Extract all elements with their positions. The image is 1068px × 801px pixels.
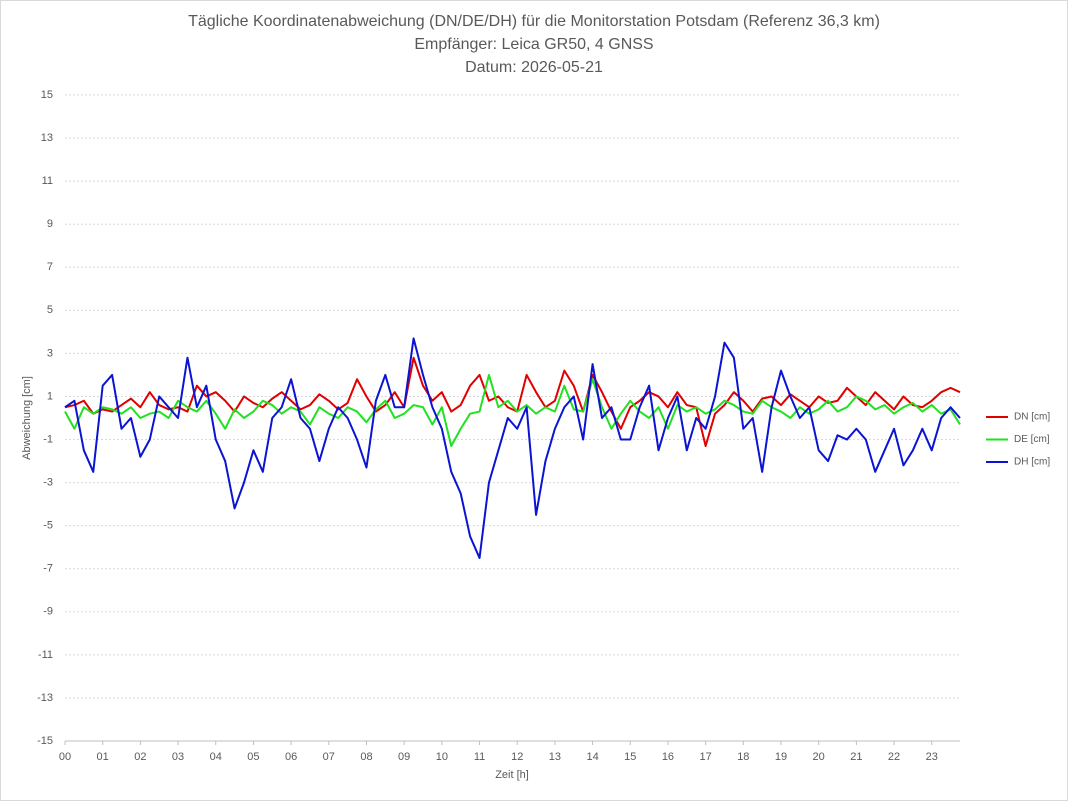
series-line	[64, 337, 961, 559]
x-tick-label: 17	[700, 751, 712, 763]
y-tick-label: -9	[43, 606, 53, 618]
x-tick-label: 00	[59, 751, 71, 763]
x-tick-label: 10	[436, 751, 448, 763]
y-tick-label: 3	[47, 347, 53, 359]
x-tick-label: 18	[737, 751, 749, 763]
y-tick-label: 11	[42, 175, 53, 187]
y-tick-label: 5	[47, 304, 53, 316]
x-tick-label: 02	[134, 751, 146, 763]
x-tick-label: 16	[662, 751, 674, 763]
chart-subtitle: Empfänger: Leica GR50, 4 GNSS	[414, 36, 653, 53]
x-tick-label: 15	[624, 751, 636, 763]
x-tick-label: 08	[360, 751, 372, 763]
x-tick-label: 23	[926, 751, 938, 763]
y-axis-label: Abweichung [cm]	[21, 376, 33, 460]
y-tick-label: 9	[47, 218, 53, 230]
x-tick-label: 09	[398, 751, 410, 763]
x-tick-label: 12	[511, 751, 523, 763]
x-tick-label: 03	[172, 751, 184, 763]
y-tick-label: -15	[37, 735, 53, 747]
x-tick-label: 07	[323, 751, 335, 763]
y-tick-label: -1	[43, 433, 53, 445]
x-tick-label: 14	[586, 751, 598, 763]
x-tick-label: 01	[97, 751, 109, 763]
y-tick-label: -5	[43, 520, 53, 532]
x-tick-label: 04	[210, 751, 222, 763]
x-tick-label: 21	[850, 751, 862, 763]
x-tick-label: 13	[549, 751, 561, 763]
y-tick-label: -7	[43, 563, 53, 575]
y-tick-label: 15	[41, 89, 53, 101]
x-axis-label: Zeit [h]	[495, 769, 529, 781]
x-tick-label: 05	[247, 751, 259, 763]
y-tick-label: 13	[41, 132, 53, 144]
x-tick-label: 19	[775, 751, 787, 763]
y-tick-label: 1	[47, 390, 53, 402]
y-tick-label: -11	[38, 649, 53, 661]
series-line	[64, 356, 961, 447]
y-tick-label: -3	[43, 477, 53, 489]
legend-label: DH [cm]	[1014, 457, 1050, 468]
y-tick-label: 7	[47, 261, 53, 273]
chart-subtitle: Datum: 2026-05-21	[465, 59, 603, 76]
x-tick-label: 11	[474, 751, 485, 763]
chart-title: Tägliche Koordinatenabweichung (DN/DE/DH…	[188, 13, 880, 30]
x-tick-label: 22	[888, 751, 900, 763]
x-tick-label: 06	[285, 751, 297, 763]
x-tick-label: 20	[813, 751, 825, 763]
legend-label: DE [cm]	[1014, 434, 1050, 445]
y-tick-label: -13	[37, 692, 53, 704]
legend-label: DN [cm]	[1014, 412, 1050, 423]
